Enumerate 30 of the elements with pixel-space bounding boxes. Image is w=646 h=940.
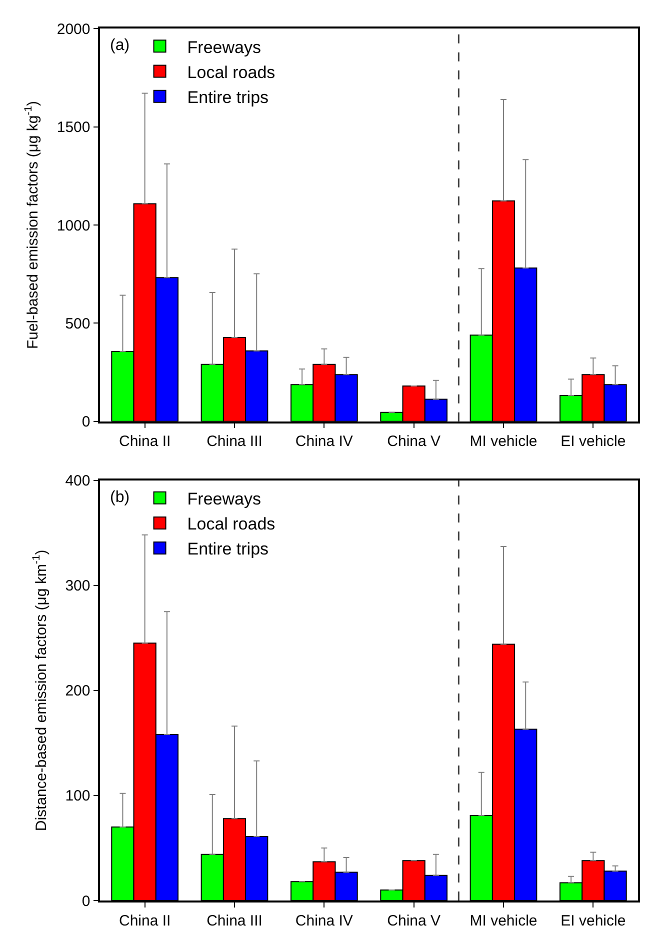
x-tick-label: China II	[118, 433, 171, 450]
y-tick-label: 2000	[56, 20, 90, 38]
y-tick-label: 300	[65, 578, 90, 595]
text: (a)	[110, 37, 130, 54]
x-tick-label: China IV	[295, 912, 353, 930]
x-tick-label: China III	[206, 433, 262, 450]
legend-label: Local roads	[187, 514, 276, 534]
x-tick-label: China III	[206, 912, 262, 930]
legend-label: Freeways	[187, 38, 261, 57]
text: (b)	[110, 489, 130, 506]
legend-label: Entire trips	[187, 88, 269, 107]
y-tick-label: 400	[65, 472, 90, 490]
x-tick-label: MI vehicle	[470, 433, 538, 450]
y-tick-label: 500	[65, 315, 90, 332]
x-tick-label: China IV	[295, 433, 353, 450]
legend-label: Entire trips	[187, 540, 269, 559]
legend-label: Local roads	[187, 62, 276, 82]
x-tick-label: China II	[118, 912, 171, 930]
y-tick-label: 0	[82, 892, 90, 910]
x-tick-label: EI vehicle	[560, 433, 626, 450]
legend-label: Freeways	[187, 489, 261, 508]
y-tick-label: 200	[65, 682, 90, 700]
y-tick-label: 1000	[56, 217, 90, 234]
x-tick-label: China V	[387, 912, 441, 930]
y-tick-label: 100	[65, 788, 90, 805]
x-tick-label: China V	[387, 433, 441, 450]
y-tick-label: 0	[82, 414, 90, 431]
x-tick-label: EI vehicle	[560, 912, 626, 930]
x-tick-label: MI vehicle	[470, 912, 538, 930]
y-tick-label: 1500	[56, 119, 90, 136]
